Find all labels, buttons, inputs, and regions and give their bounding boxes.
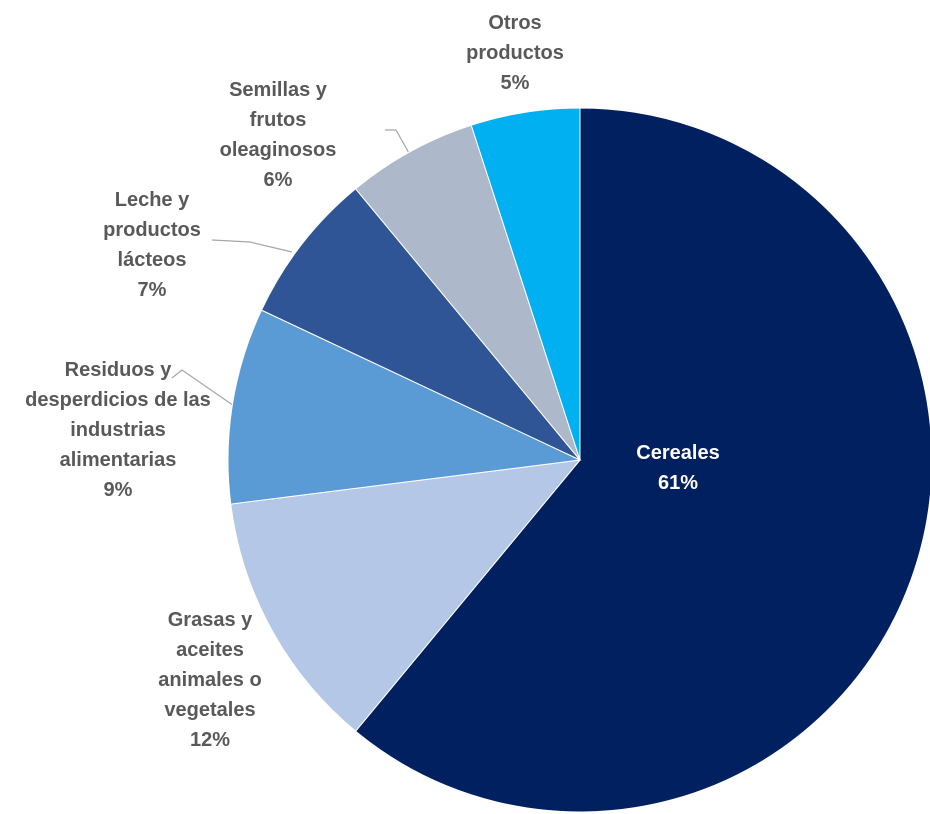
leader-line	[385, 129, 411, 156]
data-label: Otros productos 5%	[453, 8, 578, 98]
data-label: Semillas y frutos oleaginosos 6%	[203, 75, 353, 195]
percent-label: 6%	[263, 169, 293, 191]
leader-line	[171, 369, 241, 411]
percent-label: 12%	[189, 729, 231, 751]
data-label: Grasas y aceites animales o vegetales 12%	[143, 605, 278, 755]
data-label: Leche y productos lácteos 7%	[90, 185, 215, 305]
data-label: Residuos y desperdicios de las industria…	[23, 355, 213, 505]
pie-slice	[260, 188, 581, 461]
pie-slice	[470, 107, 581, 461]
percent-label: 61%	[657, 472, 699, 494]
pie-slice	[227, 309, 582, 505]
pie-slice	[354, 124, 581, 461]
pie-slice	[230, 459, 582, 732]
category-name: Cereales	[636, 442, 720, 464]
percent-label: 9%	[103, 479, 133, 501]
category-name: Semillas y frutos oleaginosos	[219, 79, 337, 161]
category-name: Otros productos	[466, 12, 564, 64]
data-label: Cereales 61%	[608, 438, 748, 498]
leader-line	[211, 239, 293, 253]
category-name: Grasas y aceites animales o vegetales	[158, 609, 262, 721]
category-name: Leche y productos lácteos	[103, 189, 201, 271]
percent-label: 7%	[137, 279, 167, 301]
percent-label: 5%	[500, 72, 530, 94]
category-name: Residuos y desperdicios de las industria…	[25, 359, 211, 471]
pie-slice	[354, 107, 930, 813]
